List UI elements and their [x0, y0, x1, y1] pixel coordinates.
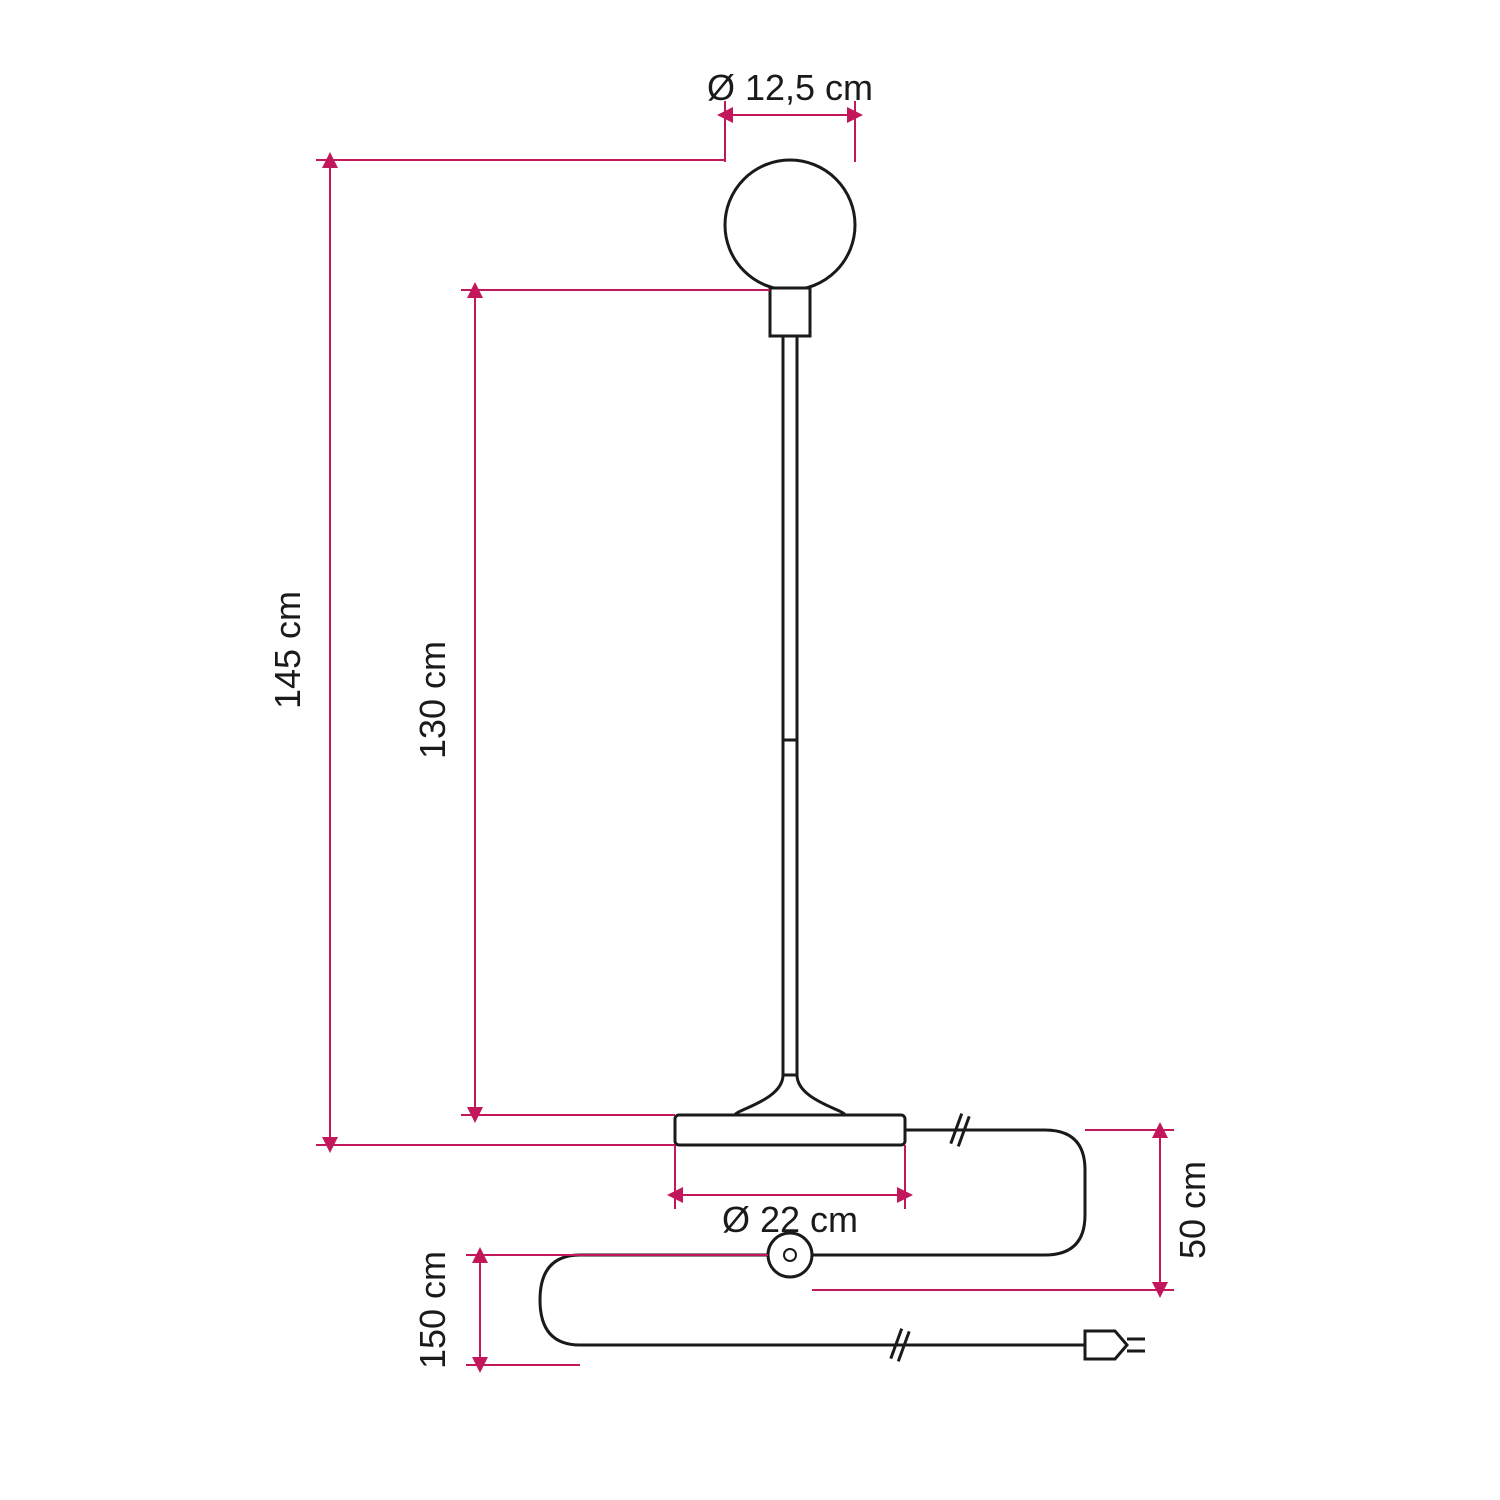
label-height-total: 145 cm	[267, 591, 308, 709]
base-outline	[675, 1115, 905, 1145]
pole-flare	[735, 1075, 845, 1115]
plug-body	[1085, 1331, 1127, 1359]
label-height-pole: 130 cm	[412, 641, 453, 759]
label-bulb-diameter: Ø 12,5 cm	[707, 67, 873, 108]
pole-upper	[783, 336, 797, 740]
label-cord-50: 50 cm	[1172, 1161, 1213, 1259]
bulb-outline	[725, 160, 855, 290]
label-base-diameter: Ø 22 cm	[722, 1199, 858, 1240]
label-cord-150: 150 cm	[412, 1251, 453, 1369]
pole-lower	[783, 740, 797, 1075]
technical-drawing: Ø 12,5 cm 145 cm 130 cm Ø 22 cm 50 cm 150 cm	[0, 0, 1500, 1500]
socket-outline	[770, 288, 810, 336]
